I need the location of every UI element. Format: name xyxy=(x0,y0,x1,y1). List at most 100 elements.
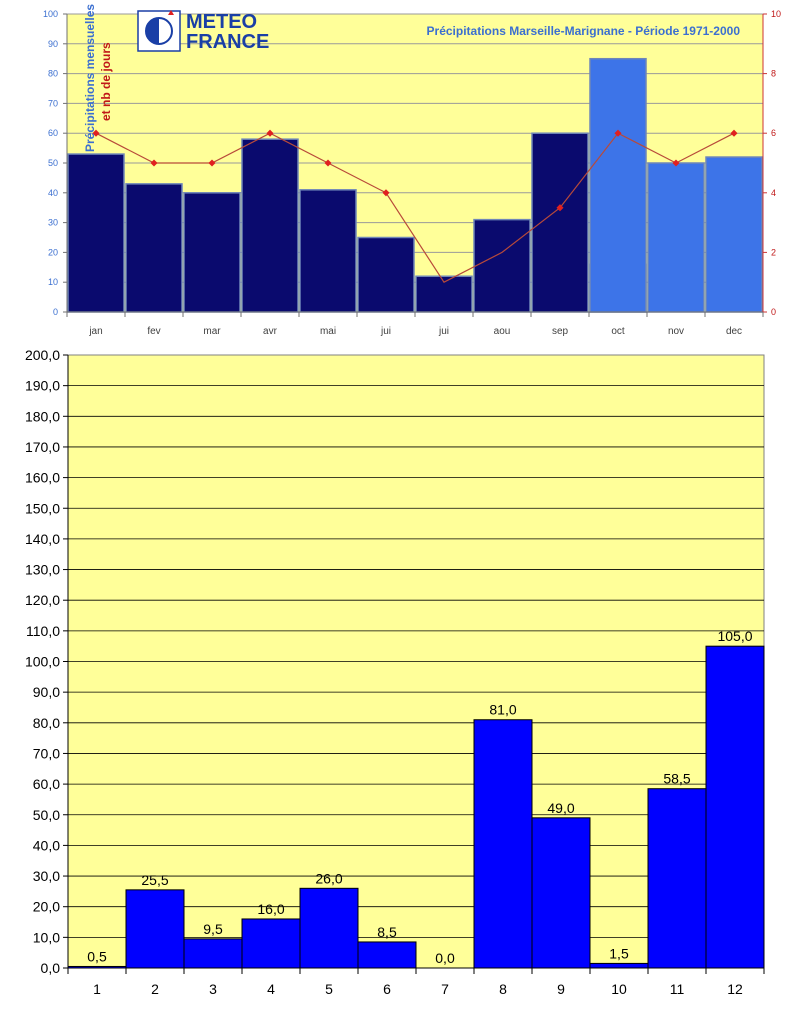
bottom-y-tick-labels: 0,0 10,0 20,0 30,0 40,0 50,0 60,0 70,0 80,0 90,0 1… xyxy=(25,347,68,976)
top-bar xyxy=(647,162,705,313)
bottom-data-label: 0,0 xyxy=(435,950,455,966)
top-right-tick-label: 2 xyxy=(771,247,776,257)
bottom-y-tick-label: 90,0 xyxy=(33,684,60,700)
bottom-y-tick-label: 130,0 xyxy=(25,562,60,578)
bottom-data-label: 49,0 xyxy=(547,800,574,816)
top-month-label: avr xyxy=(263,326,278,336)
top-bar xyxy=(183,192,241,313)
bottom-x-tick-label: 7 xyxy=(441,981,449,997)
bottom-x-tick-labels: 1 2 3 4 5 6 7 8 9 10 11 12 xyxy=(67,968,765,997)
top-left-tick-label: 70 xyxy=(48,98,58,108)
top-chart: 0 10 20 30 40 50 60 70 80 90 100 0 2 4 6 8 10 jan fev mar… xyxy=(0,0,786,336)
bottom-y-tick-label: 200,0 xyxy=(25,347,60,363)
bottom-y-tick-label: 80,0 xyxy=(33,715,60,731)
bottom-x-tick-label: 3 xyxy=(209,981,217,997)
bottom-bar xyxy=(183,938,243,969)
logo-mark-icon xyxy=(146,18,159,44)
bottom-bars xyxy=(67,645,765,969)
top-month-label: jan xyxy=(88,326,102,336)
top-left-tick-label: 80 xyxy=(48,69,58,79)
logo-text-meteo: METEO xyxy=(186,11,257,33)
bottom-y-tick-label: 100,0 xyxy=(25,654,60,670)
top-left-tick-label: 0 xyxy=(53,307,58,317)
bottom-y-tick-label: 40,0 xyxy=(33,837,60,853)
bottom-data-label: 0,5 xyxy=(87,948,107,964)
top-left-tick-label: 60 xyxy=(48,128,58,138)
top-left-tick-label: 10 xyxy=(48,277,58,287)
top-left-tick-labels: 0 10 20 30 40 50 60 70 80 90 100 xyxy=(43,9,67,317)
bottom-y-tick-label: 150,0 xyxy=(25,500,60,516)
top-month-label: mar xyxy=(203,326,221,336)
bottom-x-tick-label: 12 xyxy=(727,981,743,997)
bottom-y-tick-label: 50,0 xyxy=(33,807,60,823)
bottom-data-label: 26,0 xyxy=(315,870,342,886)
bottom-data-labels: 0,5 25,5 9,5 16,0 26,0 8,5 0,0 81,0 49,0 1,5 58,5 1… xyxy=(87,628,752,966)
top-rain-days-point xyxy=(266,129,274,137)
bottom-x-tick-label: 1 xyxy=(93,981,101,997)
bottom-y-tick-label: 30,0 xyxy=(33,868,60,884)
top-bar xyxy=(67,153,125,313)
top-month-label: sep xyxy=(552,326,569,336)
top-month-label: jui xyxy=(380,326,391,336)
bottom-bar xyxy=(647,788,707,969)
bottom-data-label: 9,5 xyxy=(203,921,223,937)
bottom-bar xyxy=(357,941,417,969)
top-right-tick-label: 8 xyxy=(771,69,776,79)
top-month-label: oct xyxy=(611,326,625,336)
logo-text-france: FRANCE xyxy=(186,31,269,53)
top-left-tick-label: 50 xyxy=(48,158,58,168)
bottom-y-tick-label: 160,0 xyxy=(25,470,60,486)
top-bar xyxy=(241,138,299,313)
top-right-tick-label: 0 xyxy=(771,307,776,317)
top-right-tick-labels: 0 2 4 6 8 10 xyxy=(763,9,781,317)
top-right-tick-label: 6 xyxy=(771,128,776,138)
bottom-y-tick-label: 70,0 xyxy=(33,745,60,761)
bottom-bar xyxy=(473,719,533,969)
bottom-x-tick-label: 11 xyxy=(670,981,685,997)
top-month-label: aou xyxy=(494,326,511,336)
top-bar xyxy=(299,189,357,313)
top-left-tick-label: 30 xyxy=(48,218,58,228)
top-right-tick-label: 4 xyxy=(771,188,776,198)
top-month-label: mai xyxy=(320,326,336,336)
bottom-y-tick-label: 180,0 xyxy=(25,408,60,424)
top-rain-days-point xyxy=(672,159,680,167)
top-y-axis-label: Précipitations mensuelles (mm) xyxy=(83,0,97,152)
bottom-y-tick-label: 170,0 xyxy=(25,439,60,455)
bottom-x-tick-label: 6 xyxy=(383,981,391,997)
top-chart-title: Précipitations Marseille-Marignane - Pér… xyxy=(427,24,741,38)
top-rain-days-point xyxy=(324,159,332,167)
top-rain-days-polyline xyxy=(95,132,735,283)
logo-triangle-icon xyxy=(168,10,174,15)
bottom-data-label: 81,0 xyxy=(489,702,516,718)
bottom-bar xyxy=(531,817,591,969)
top-bar xyxy=(357,236,415,313)
top-month-label: fev xyxy=(147,326,160,336)
bottom-bar xyxy=(589,962,649,969)
top-rain-days-line xyxy=(92,129,738,283)
top-left-tick-label: 90 xyxy=(48,39,58,49)
top-month-label: dec xyxy=(726,326,742,336)
top-month-label: nov xyxy=(668,326,684,336)
top-rain-days-point xyxy=(382,189,390,197)
bottom-chart: 0,5 25,5 9,5 16,0 26,0 8,5 0,0 81,0 49,0 1,5 58,5 1… xyxy=(0,336,786,1009)
bottom-data-label: 105,0 xyxy=(717,628,752,644)
top-rain-days-point xyxy=(150,159,158,167)
top-bar xyxy=(589,57,647,313)
top-left-tick-label: 20 xyxy=(48,247,58,257)
meteo-france-logo: METEO FRANCE xyxy=(137,10,269,53)
bottom-y-tick-label: 60,0 xyxy=(33,776,60,792)
top-month-labels: jan fev mar avr mai jui jui aou sep oct nov dec xyxy=(66,312,764,336)
bottom-data-label: 1,5 xyxy=(609,945,629,961)
bottom-y-tick-label: 120,0 xyxy=(25,592,60,608)
bottom-x-tick-label: 10 xyxy=(611,981,627,997)
bottom-x-tick-label: 9 xyxy=(557,981,565,997)
bottom-y-tick-label: 110,0 xyxy=(26,623,60,639)
bottom-y-tick-label: 20,0 xyxy=(33,899,60,915)
bottom-bar xyxy=(241,918,301,969)
bottom-data-label: 58,5 xyxy=(663,771,690,787)
top-month-label: jui xyxy=(438,326,449,336)
bottom-y-tick-label: 10,0 xyxy=(33,929,60,945)
top-rain-days-point xyxy=(208,159,216,167)
bottom-data-label: 16,0 xyxy=(257,901,284,917)
